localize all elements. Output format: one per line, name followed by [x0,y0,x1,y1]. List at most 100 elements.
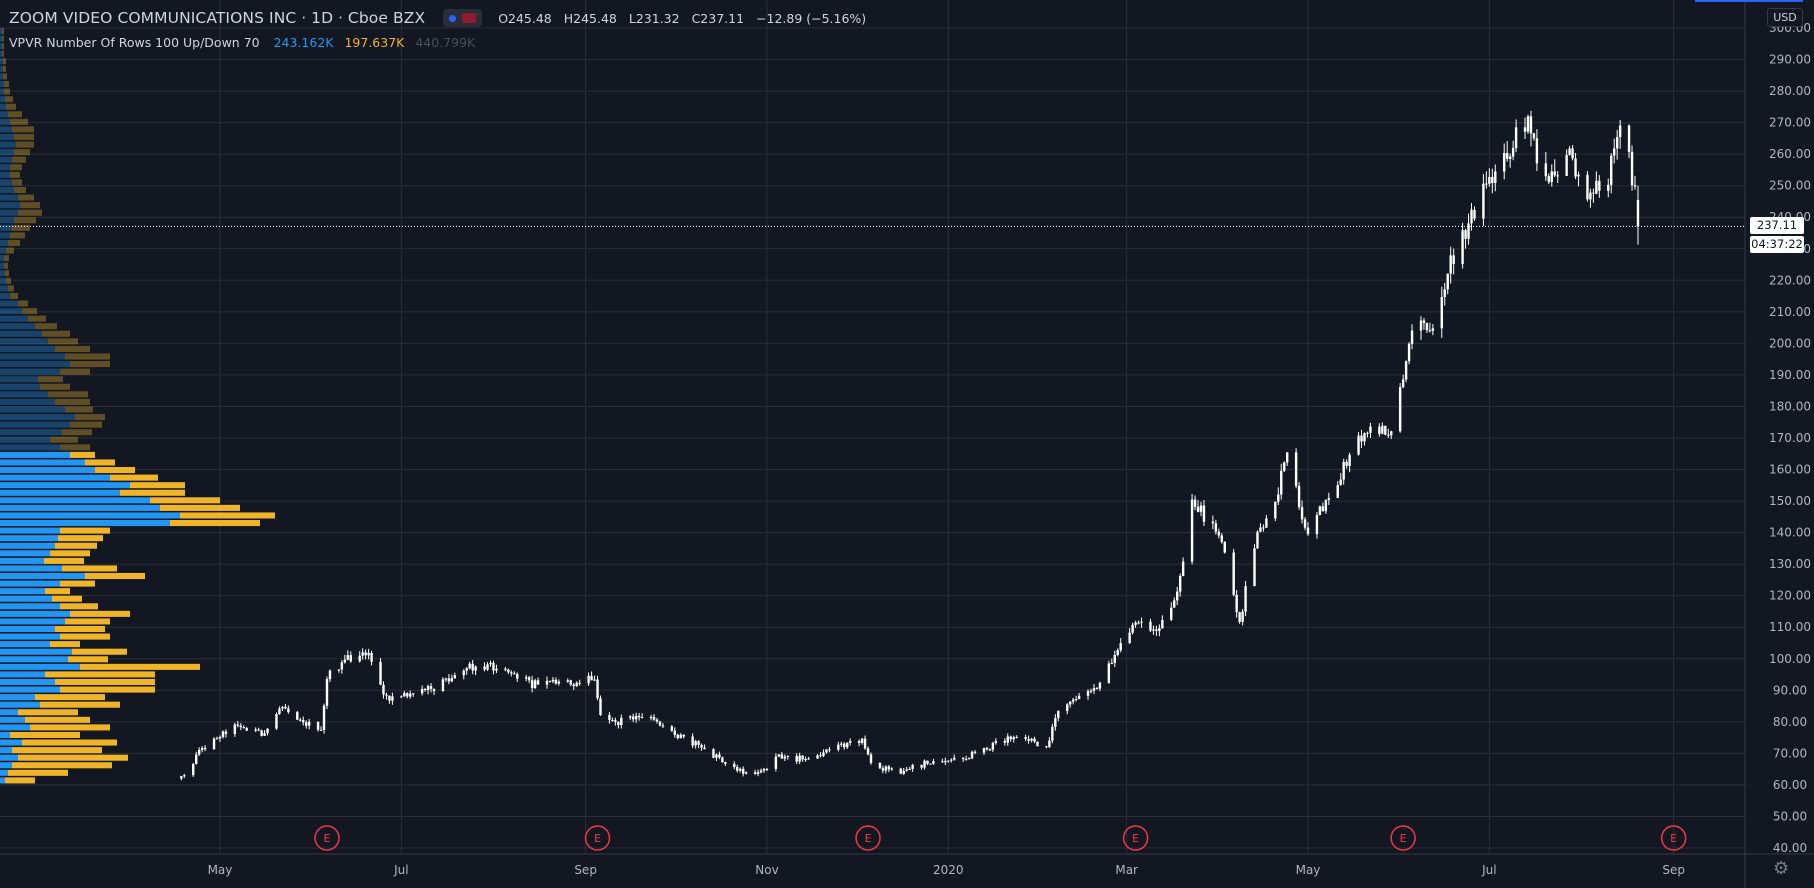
candle-body [899,768,902,774]
symbol-name[interactable]: ZOOM VIDEO COMMUNICATIONS INC [9,9,297,27]
candle-body [278,708,281,715]
candle-body [1119,643,1122,651]
candle-body [744,772,748,774]
candle-body [1262,527,1265,529]
volume-profile-down-bar [45,671,155,678]
time-axis-label: 2020 [933,863,964,877]
exchange-label: Cboe BZX [347,9,426,27]
earnings-marker[interactable]: E [1122,825,1149,851]
earnings-marker[interactable]: E [1390,825,1416,851]
volume-profile-down-bar [2,43,4,50]
candle-body [316,721,320,730]
volume-profile-down-bar [58,535,103,542]
volume-profile-up-bar [0,111,8,118]
volume-profile-down-bar [150,497,220,504]
volume-profile-down-bar [4,80,9,88]
candle-body [1473,209,1476,219]
candle-body [988,749,992,751]
candle-body [447,678,451,682]
candle-body [1553,171,1556,176]
volume-profile-up-bar [0,217,14,224]
price-axis-label: 250.00 [1769,179,1811,193]
candle-body [474,666,477,671]
earnings-marker-label: E [594,832,601,845]
volume-profile-up-bar [0,694,35,701]
candle-body [1532,133,1536,139]
price-axis-label: 120.00 [1769,589,1811,603]
candle-body [911,764,914,770]
candle-body [599,698,602,716]
price-axis-label: 70.00 [1773,746,1807,760]
price-axis-label: 50.00 [1773,809,1807,823]
volume-profile-up-bar [0,80,4,88]
candle-body [1027,739,1030,741]
candle-body [1030,738,1033,741]
volume-profile-up-bar [0,361,70,368]
volume-profile-up-bar [0,35,2,42]
candle-body [697,741,700,745]
candle-body [721,757,724,763]
candle-body [807,758,810,760]
volume-profile-up-bar [0,338,48,345]
volume-profile-down-bar [22,308,37,315]
volume-profile-down-bar [35,323,57,330]
earnings-marker[interactable]: E [314,825,340,851]
candle-body [1390,431,1393,436]
volume-profile-down-bar [70,610,130,617]
candle-body [242,727,245,729]
candle-body [1526,116,1530,132]
candle-body [1491,176,1494,184]
candle-body [1045,746,1048,748]
earnings-marker[interactable]: E [1660,825,1687,851]
candle-body [1048,740,1051,748]
volume-profile-up-bar [0,762,12,769]
interval-label[interactable]: 1D [311,9,334,27]
volume-profile-down-bar [50,550,90,557]
gear-icon[interactable]: ⚙ [1773,858,1790,879]
candle-body [429,686,433,689]
earnings-marker[interactable]: E [584,825,611,851]
earnings-marker-circle [1390,825,1416,851]
candle-body [1089,690,1093,692]
volume-profile-down-bar [18,300,28,307]
candle-body [1098,682,1102,689]
candle-body [991,742,995,750]
volume-profile-down-bar [60,633,110,640]
candle-body [221,731,225,737]
earnings-marker-circle [855,825,881,851]
volume-profile-down-bar [110,474,158,481]
volume-profile-down-bar [160,504,240,511]
earnings-marker-circle [1122,825,1149,851]
volume-profile-up-bar [0,512,180,519]
earnings-marker[interactable]: E [855,825,881,851]
price-axis-label: 110.00 [1769,620,1811,634]
volume-profile-down-bar [60,527,110,534]
candle-body [1074,699,1078,701]
candle-body [1440,296,1443,329]
countdown-tag: 04:37:22 [1750,236,1804,254]
currency-button[interactable]: USD [1767,8,1803,27]
candle-body [941,761,944,763]
candle-body [1158,628,1161,632]
candle-body [1176,591,1179,601]
candle-body [1577,174,1580,177]
candle-body [682,734,685,737]
volume-profile-down-bar [120,489,185,496]
volume-profile-up-bar [0,353,65,360]
market-status-dot-icon [449,14,457,22]
candle-body [1595,180,1598,194]
market-status-toggle[interactable] [443,9,483,27]
candle-body [566,680,569,682]
candle-body [1615,137,1619,149]
candle-body [299,719,302,721]
candle-body [1503,152,1506,172]
candle-body [786,756,789,758]
candle-body [1318,506,1322,516]
candle-body [180,776,183,779]
candle-body [343,659,347,663]
candle-body [302,720,305,723]
candle-body [1193,499,1197,507]
vpvr-indicator-legend[interactable]: VPVR Number Of Rows 100 Up/Down 70 243.1… [9,35,475,50]
volume-profile-down-bar [65,353,110,360]
